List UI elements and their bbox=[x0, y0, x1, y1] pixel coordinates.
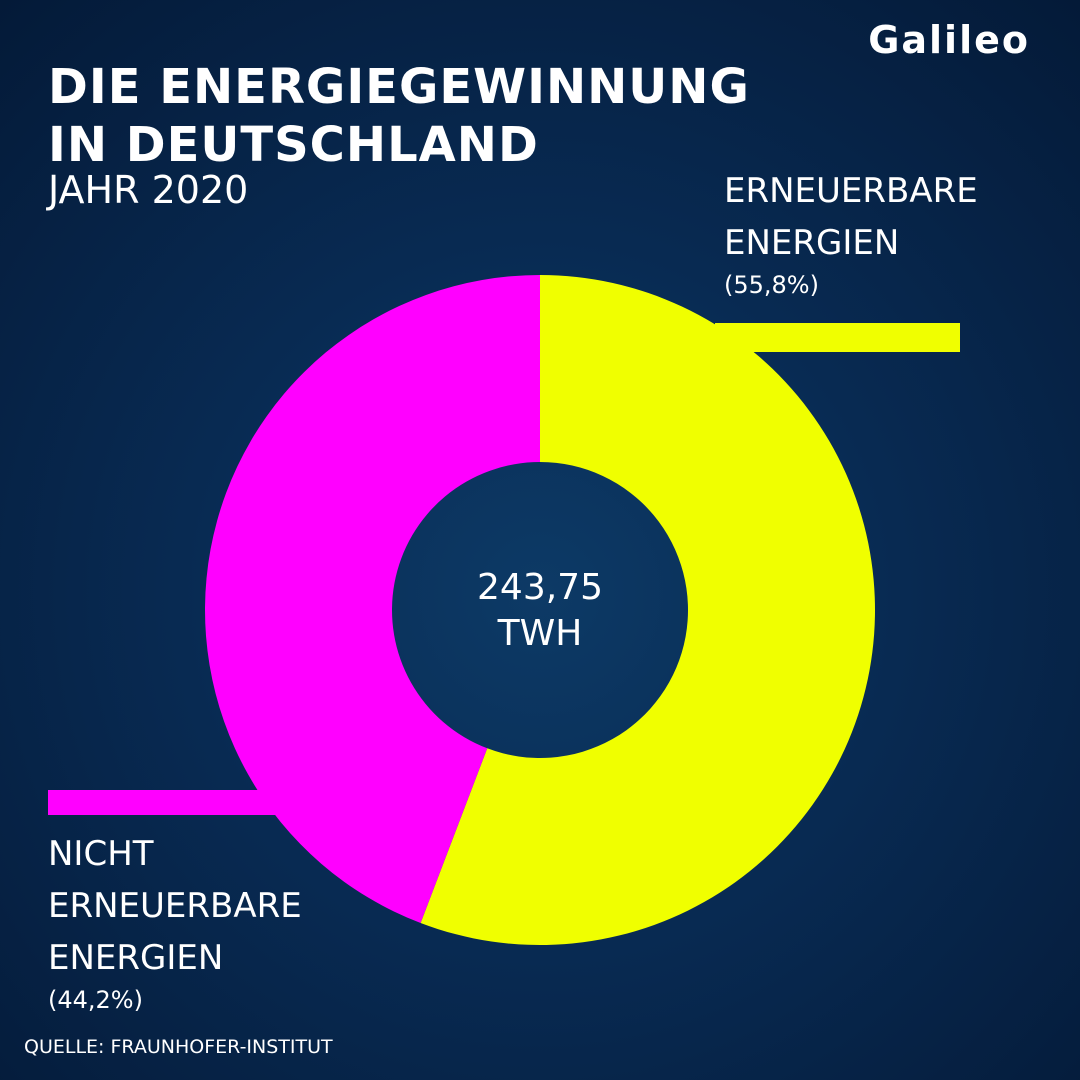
slice bbox=[420, 275, 875, 945]
legend-bar bbox=[715, 323, 960, 352]
value-label: (55,8%) bbox=[724, 271, 819, 299]
chart-title: DIE ENERGIEGEWINNUNG IN DEUTSCHLAND bbox=[48, 59, 750, 173]
slice-label: ERNEUERBARE ENERGIEN (55,8%) bbox=[724, 165, 1024, 301]
center-text: 243,75 TWH bbox=[477, 567, 603, 654]
slice bbox=[205, 274, 540, 924]
category-label: ERNEUERBARE ENERGIEN bbox=[724, 171, 978, 263]
chart-subtitle: JAHR 2020 bbox=[48, 168, 249, 212]
category-label: NICHT ERNEUERBARE ENERGIEN bbox=[48, 834, 302, 978]
slice-label: NICHT ERNEUERBARE ENERGIEN (44,2%) bbox=[48, 828, 368, 1016]
value-label: (44,2%) bbox=[48, 986, 143, 1014]
logo: Galileo bbox=[868, 18, 1030, 62]
source: QUELLE: FRAUNHOFER-INSTITUT bbox=[24, 1036, 333, 1058]
legend-bar bbox=[48, 790, 280, 815]
